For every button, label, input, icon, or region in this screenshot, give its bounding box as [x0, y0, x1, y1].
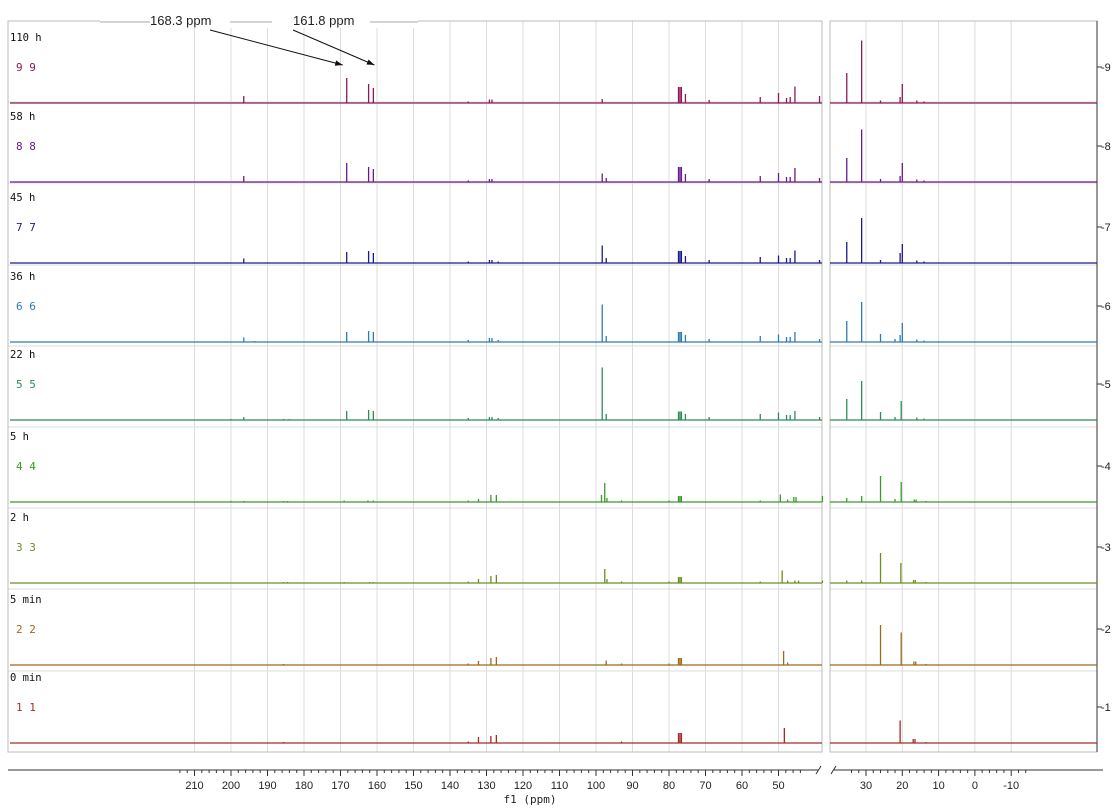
trace-time-label: 2 h — [10, 512, 29, 524]
trace-6: 36 h 6 6 — [10, 271, 1097, 343]
trace-5: 22 h 5 5 — [10, 349, 1097, 421]
trace-row-label: 9 9 — [16, 61, 36, 74]
trace-row-label: 5 5 — [16, 378, 36, 391]
x-tick-label: 90 — [626, 780, 638, 792]
trace-time-label: 22 h — [10, 349, 35, 361]
trace-8: 58 h 8 8 — [10, 111, 1097, 183]
y-tick-label: -3 — [1101, 542, 1111, 554]
plot-frame-left — [7, 20, 823, 753]
traces: 0 min 1 1 5 min 2 2 2 h 3 3 5 h 4 4 22 h 5 5 36 h 6… — [10, 32, 1097, 744]
x-tick-label: 150 — [404, 780, 422, 792]
x-tick-label: 210 — [185, 780, 203, 792]
trace-time-label: 45 h — [10, 192, 35, 204]
trace-row-label: 6 6 — [16, 300, 36, 313]
trace-time-label: 58 h — [10, 111, 35, 123]
trace-3: 2 h 3 3 — [10, 512, 1097, 584]
x-axis-break-mark — [815, 765, 822, 775]
trace-row-label: 7 7 — [16, 221, 36, 234]
trace-time-label: 110 h — [10, 32, 42, 44]
x-tick-label: 200 — [222, 780, 240, 792]
y-tick-label: -4 — [1101, 461, 1111, 473]
x-tick-label: 190 — [258, 780, 276, 792]
y-tick-label: -9 — [1101, 62, 1111, 74]
trace-row-label: 4 4 — [16, 460, 36, 473]
x-tick-label: 170 — [331, 780, 349, 792]
trace-4: 5 h 4 4 — [10, 431, 1097, 503]
trace-row-label: 1 1 — [16, 701, 36, 714]
annotation-backdrop — [100, 6, 418, 28]
x-tick-label: 120 — [514, 780, 532, 792]
trace-time-label: 0 min — [10, 672, 42, 684]
trace-9: 110 h 9 9 — [10, 32, 1097, 104]
x-tick-label: 130 — [477, 780, 495, 792]
x-tick-label: 20 — [896, 780, 908, 792]
annotations: 168.3 ppm 161.8 ppm — [100, 6, 418, 66]
x-tick-label: 30 — [860, 780, 872, 792]
x-tick-label: 10 — [932, 780, 944, 792]
grid-lines — [8, 21, 1097, 752]
x-tick-label: 60 — [736, 780, 748, 792]
annotation-arrow — [209, 29, 343, 66]
annotation-arrow — [292, 29, 375, 66]
annotation-arrowhead — [366, 59, 375, 65]
plot-frame-right — [829, 20, 1098, 753]
y-tick-label: -7 — [1101, 222, 1111, 234]
trace-row-label: 8 8 — [16, 140, 36, 153]
trace-1: 0 min 1 1 — [10, 672, 1097, 744]
x-tick-label: 80 — [663, 780, 675, 792]
trace-row-label: 3 3 — [16, 541, 36, 554]
annotation-label: 161.8 ppm — [293, 13, 354, 28]
trace-2: 5 min 2 2 — [10, 594, 1097, 666]
x-tick-label: 50 — [772, 780, 784, 792]
x-axis-title: f1 (ppm) — [504, 793, 557, 806]
y-tick-label: -2 — [1101, 624, 1111, 636]
x-axis-break-mark — [830, 765, 837, 775]
annotation-arrowhead — [334, 60, 343, 66]
x-tick-label: 180 — [295, 780, 313, 792]
x-tick-label: 100 — [587, 780, 605, 792]
x-axis: 210 200 190 180 170 160 150 140 130 120 110 100 90 80… — [8, 765, 1103, 806]
trace-time-label: 5 h — [10, 431, 29, 443]
y-tick-label: -5 — [1101, 379, 1111, 391]
trace-time-label: 5 min — [10, 594, 42, 606]
y-tick-label: -6 — [1101, 301, 1111, 313]
trace-row-label: 2 2 — [16, 623, 36, 636]
x-tick-label: 140 — [441, 780, 459, 792]
y-axis-right: -1 -2 -3 -4 -5 -6 -7 -8 -9 — [1096, 21, 1111, 752]
y-tick-label: -8 — [1101, 141, 1111, 153]
x-tick-label: 0 — [972, 780, 978, 792]
y-tick-label: -1 — [1101, 702, 1111, 714]
trace-time-label: 36 h — [10, 271, 35, 283]
x-tick-label: 110 — [551, 780, 569, 792]
x-tick-label: -10 — [1003, 780, 1019, 792]
x-tick-label: 160 — [368, 780, 386, 792]
annotation-label: 168.3 ppm — [150, 13, 211, 28]
trace-7: 45 h 7 7 — [10, 192, 1097, 264]
x-tick-label: 70 — [699, 780, 711, 792]
